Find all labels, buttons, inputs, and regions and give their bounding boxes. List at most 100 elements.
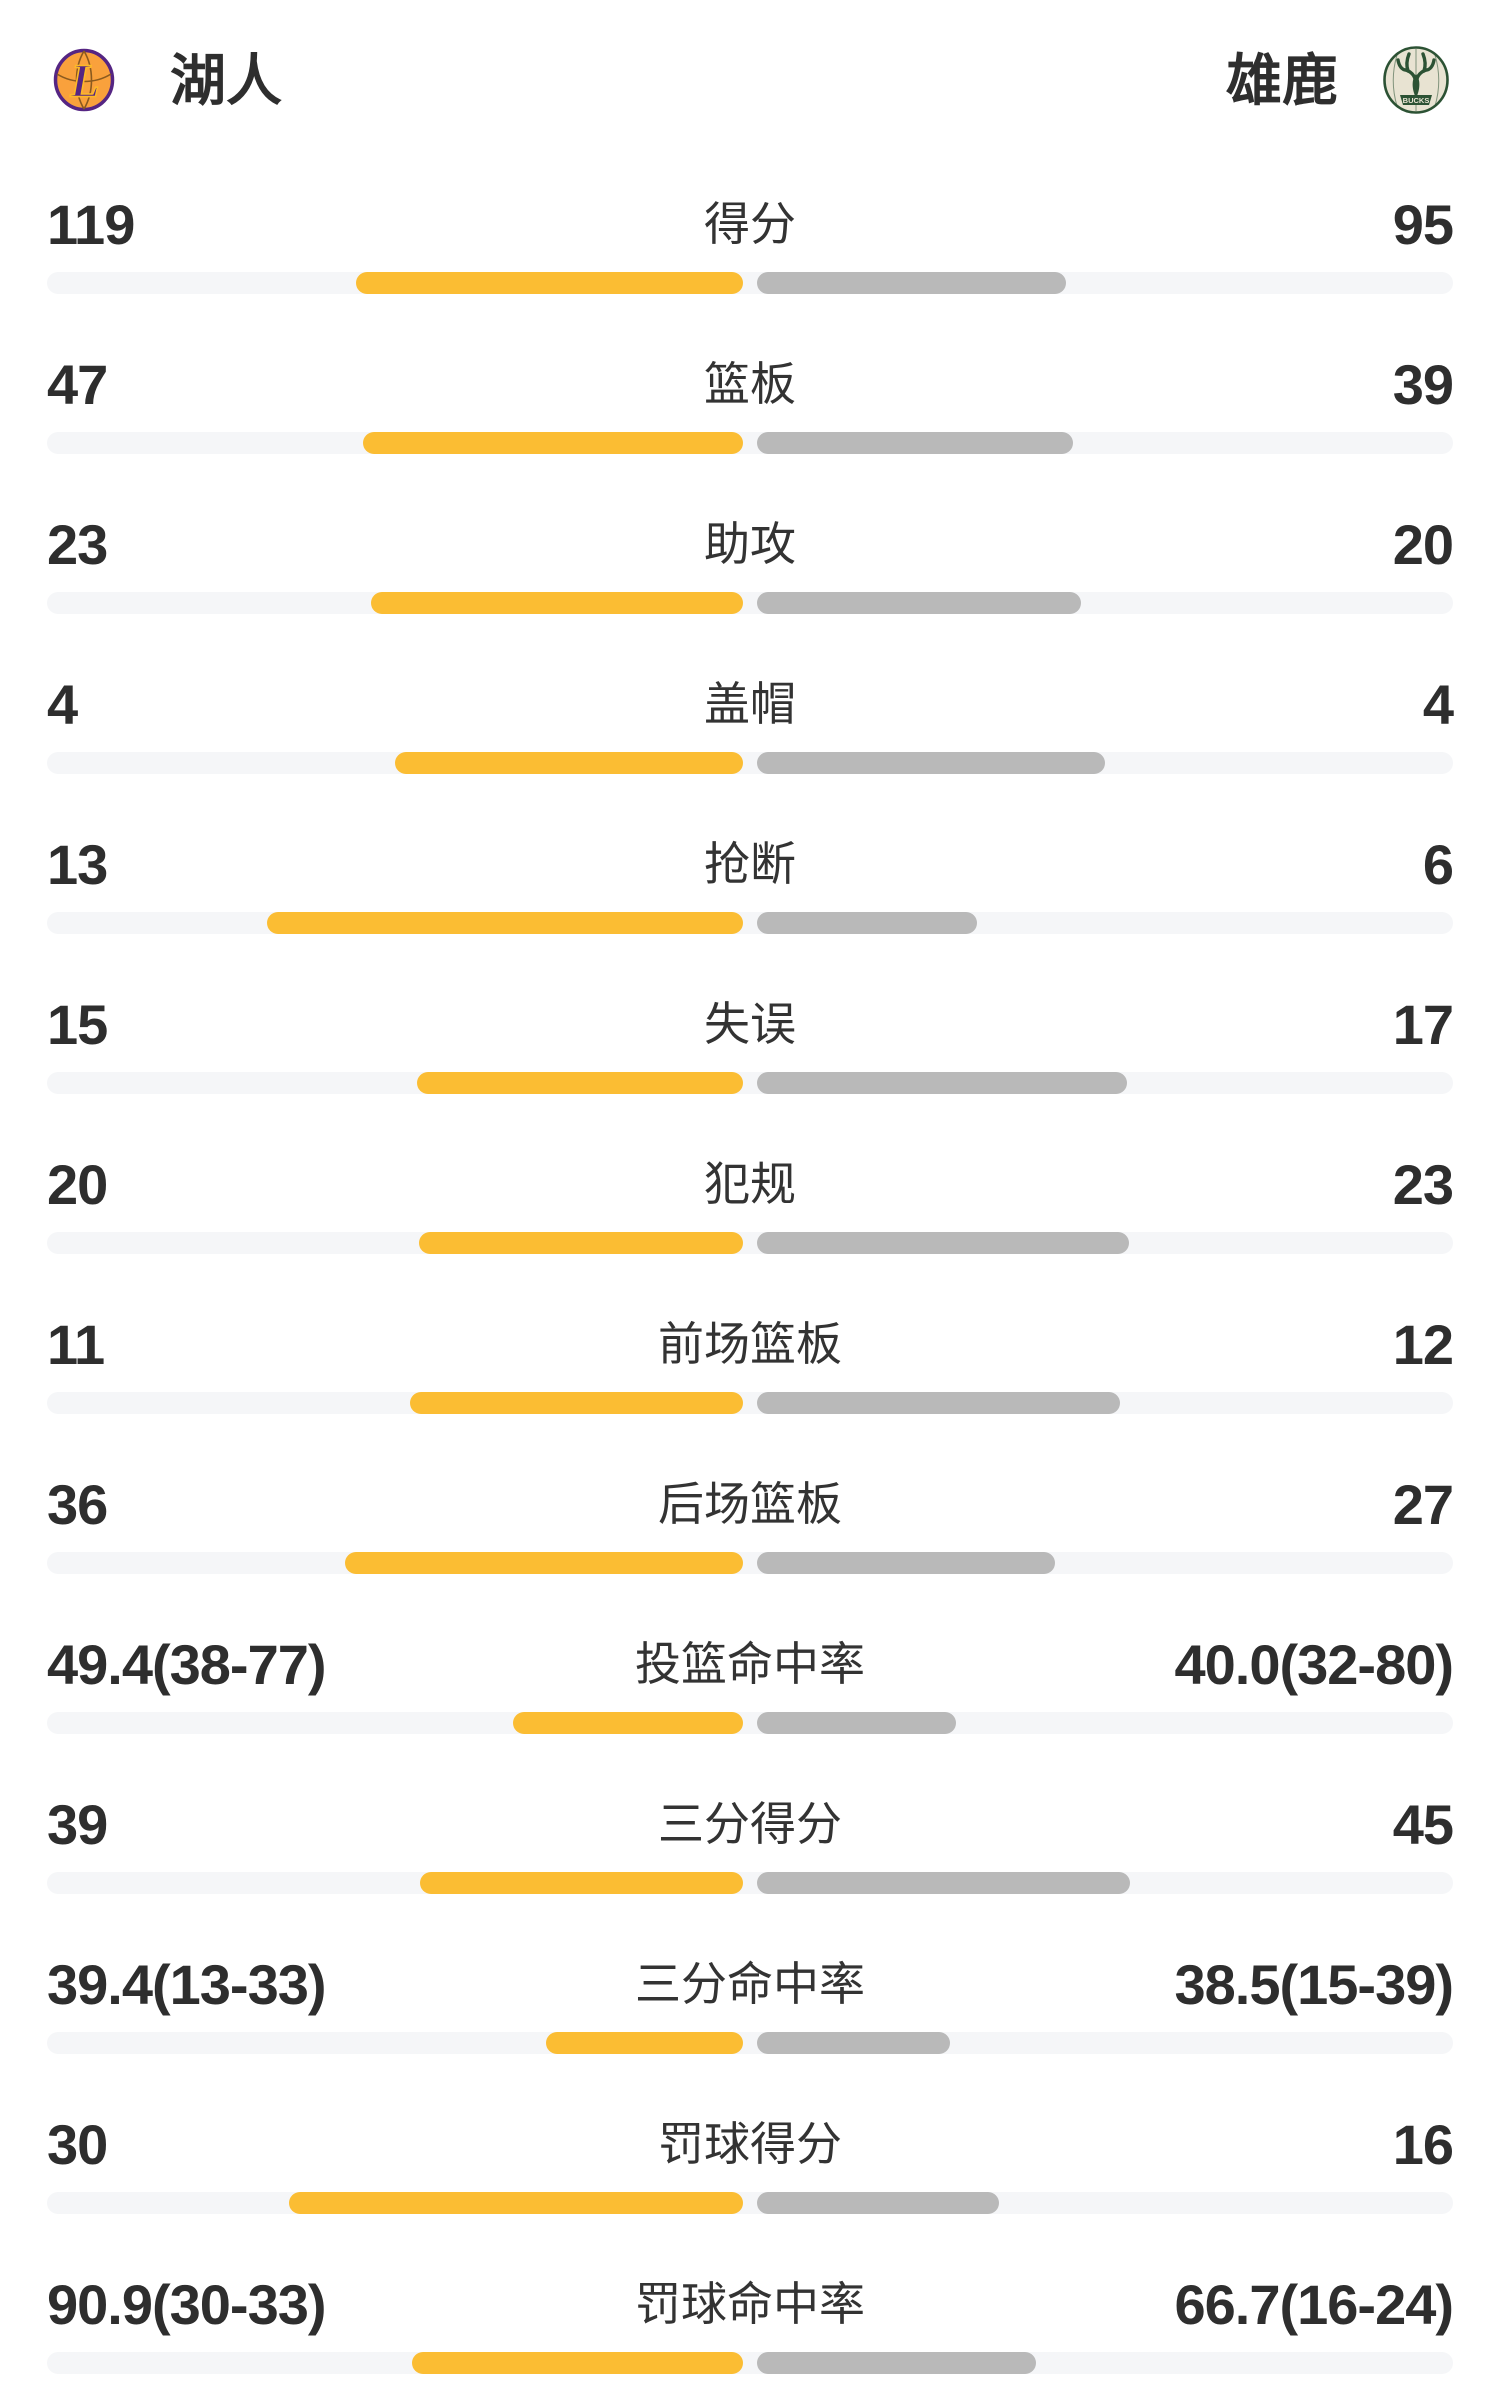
stat-values: 49.4(38-77) 40.0(32-80) xyxy=(47,1633,1454,1696)
stat-bar-track xyxy=(47,1392,1453,1414)
stat-row: 119 95 得分 xyxy=(0,165,1500,325)
stat-values: 39 45 xyxy=(47,1793,1454,1856)
stat-label: 助攻 xyxy=(704,518,796,570)
home-stat-value: 49.4(38-77) xyxy=(47,1633,327,1696)
away-stat-value: 40.0(32-80) xyxy=(1174,1633,1454,1696)
stat-bar-track xyxy=(47,1072,1453,1094)
away-stat-bar xyxy=(757,432,1073,454)
home-stat-value: 36 xyxy=(47,1473,108,1536)
stat-row: 23 20 助攻 xyxy=(0,485,1500,645)
away-stat-value: 23 xyxy=(1392,1153,1454,1216)
away-stat-value: 66.7(16-24) xyxy=(1174,2273,1454,2336)
stat-label: 失误 xyxy=(704,998,796,1050)
bucks-logo: BUCKS xyxy=(1383,46,1449,114)
stat-row: 11 12 前场篮板 xyxy=(0,1285,1500,1445)
away-stat-bar xyxy=(757,1872,1130,1894)
away-stat-bar xyxy=(757,272,1066,294)
stat-row: 49.4(38-77) 40.0(32-80) 投篮命中率 xyxy=(0,1605,1500,1765)
stat-label: 投篮命中率 xyxy=(635,1638,865,1690)
away-stat-bar xyxy=(757,1232,1129,1254)
svg-text:L: L xyxy=(69,55,99,108)
stat-values: 36 27 xyxy=(47,1473,1454,1536)
stat-bar-track xyxy=(47,1872,1453,1894)
home-stat-value: 30 xyxy=(47,2113,108,2176)
stat-bar-track xyxy=(47,2032,1453,2054)
stat-label: 罚球得分 xyxy=(658,2118,842,2170)
away-stat-value: 12 xyxy=(1392,1313,1454,1376)
stat-bar-track xyxy=(47,432,1453,454)
stat-label: 三分命中率 xyxy=(635,1958,865,2010)
home-stat-value: 15 xyxy=(47,993,108,1056)
away-stat-bar xyxy=(757,1392,1120,1414)
home-stat-bar xyxy=(546,2032,743,2054)
stat-values: 30 16 xyxy=(47,2113,1454,2176)
stat-values: 20 23 xyxy=(47,1153,1454,1216)
match-header: L 湖人 雄鹿 BUCKS xyxy=(0,0,1500,165)
home-stat-bar xyxy=(345,1552,743,1574)
away-stat-value: 6 xyxy=(1422,833,1454,896)
stat-row: 30 16 罚球得分 xyxy=(0,2085,1500,2245)
away-stat-bar xyxy=(757,752,1105,774)
stat-row: 15 17 失误 xyxy=(0,965,1500,1125)
stat-values: 90.9(30-33) 66.7(16-24) xyxy=(47,2273,1454,2336)
away-stat-value: 38.5(15-39) xyxy=(1174,1953,1454,2016)
away-stat-bar xyxy=(757,1552,1055,1574)
away-stat-bar xyxy=(757,912,977,934)
away-stat-value: 20 xyxy=(1392,513,1454,576)
away-stat-bar xyxy=(757,592,1081,614)
stat-bar-track xyxy=(47,1712,1453,1734)
home-stat-value: 23 xyxy=(47,513,108,576)
home-stat-value: 39 xyxy=(47,1793,108,1856)
stat-row: 47 39 篮板 xyxy=(0,325,1500,485)
stats-list: 119 95 得分 47 39 篮板 23 20 助攻 4 xyxy=(0,165,1500,2405)
stat-bar-track xyxy=(47,752,1453,774)
away-stat-bar xyxy=(757,1072,1127,1094)
home-stat-value: 11 xyxy=(47,1313,105,1376)
away-stat-value: 95 xyxy=(1392,193,1454,256)
stat-values: 13 6 xyxy=(47,833,1454,896)
away-stat-value: 27 xyxy=(1392,1473,1454,1536)
stat-bar-track xyxy=(47,2192,1453,2214)
home-stat-bar xyxy=(356,272,743,294)
home-stat-bar xyxy=(363,432,743,454)
stat-bar-track xyxy=(47,912,1453,934)
home-stat-value: 20 xyxy=(47,1153,108,1216)
stat-bar-track xyxy=(47,592,1453,614)
away-stat-value: 16 xyxy=(1392,2113,1454,2176)
stat-label: 盖帽 xyxy=(704,678,796,730)
away-team-name: 雄鹿 xyxy=(1226,49,1338,112)
stat-label: 抢断 xyxy=(704,838,796,890)
home-stat-bar xyxy=(410,1392,743,1414)
away-stat-value: 39 xyxy=(1392,353,1454,416)
home-stat-value: 119 xyxy=(47,193,135,256)
stat-label: 篮板 xyxy=(704,358,796,410)
stat-values: 23 20 xyxy=(47,513,1454,576)
away-stat-value: 4 xyxy=(1422,673,1454,736)
away-stat-bar xyxy=(757,2352,1036,2374)
stat-values: 4 4 xyxy=(47,673,1454,736)
away-stat-bar xyxy=(757,2032,950,2054)
lakers-logo: L xyxy=(53,48,115,112)
away-stat-value: 45 xyxy=(1392,1793,1454,1856)
home-stat-value: 13 xyxy=(47,833,108,896)
away-stat-value: 17 xyxy=(1392,993,1454,1056)
stat-values: 15 17 xyxy=(47,993,1454,1056)
stat-label: 犯规 xyxy=(704,1158,796,1210)
stat-label: 三分得分 xyxy=(658,1798,842,1850)
home-stat-value: 47 xyxy=(47,353,108,416)
stat-bar-track xyxy=(47,2352,1453,2374)
home-stat-bar xyxy=(395,752,743,774)
stat-label: 后场篮板 xyxy=(658,1478,842,1530)
away-stat-bar xyxy=(757,1712,956,1734)
stat-bar-track xyxy=(47,1552,1453,1574)
stat-label: 前场篮板 xyxy=(658,1318,842,1370)
home-stat-value: 4 xyxy=(47,673,78,736)
home-stat-bar xyxy=(513,1712,743,1734)
stat-row: 36 27 后场篮板 xyxy=(0,1445,1500,1605)
home-stat-bar xyxy=(417,1072,743,1094)
stat-label: 得分 xyxy=(704,198,796,250)
stat-row: 20 23 犯规 xyxy=(0,1125,1500,1285)
home-team-name: 湖人 xyxy=(170,49,282,112)
stat-row: 39 45 三分得分 xyxy=(0,1765,1500,1925)
stat-label: 罚球命中率 xyxy=(635,2278,865,2330)
